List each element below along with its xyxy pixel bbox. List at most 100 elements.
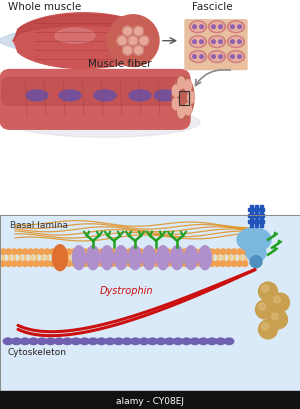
Circle shape bbox=[182, 261, 187, 267]
Circle shape bbox=[165, 249, 171, 255]
Circle shape bbox=[231, 26, 234, 29]
Ellipse shape bbox=[86, 246, 100, 270]
Circle shape bbox=[238, 26, 241, 29]
Ellipse shape bbox=[12, 338, 21, 345]
Circle shape bbox=[154, 249, 160, 255]
Ellipse shape bbox=[97, 338, 106, 345]
Circle shape bbox=[22, 261, 28, 267]
Text: alamy - CY08EJ: alamy - CY08EJ bbox=[116, 396, 184, 405]
Circle shape bbox=[231, 41, 234, 44]
Circle shape bbox=[200, 41, 203, 44]
Circle shape bbox=[110, 249, 116, 255]
Ellipse shape bbox=[184, 246, 197, 270]
Ellipse shape bbox=[224, 338, 234, 345]
Text: Basal lamina: Basal lamina bbox=[10, 220, 68, 229]
Ellipse shape bbox=[184, 104, 191, 116]
Polygon shape bbox=[13, 15, 133, 42]
Circle shape bbox=[117, 36, 127, 47]
Ellipse shape bbox=[26, 91, 48, 102]
Ellipse shape bbox=[94, 91, 116, 102]
Circle shape bbox=[200, 26, 203, 29]
Text: Whole muscle: Whole muscle bbox=[8, 2, 81, 12]
Ellipse shape bbox=[172, 76, 194, 120]
Bar bbox=[248, 215, 264, 217]
Circle shape bbox=[262, 285, 268, 292]
Circle shape bbox=[226, 249, 231, 255]
Circle shape bbox=[143, 249, 149, 255]
Circle shape bbox=[17, 261, 22, 267]
Ellipse shape bbox=[105, 338, 115, 345]
Circle shape bbox=[0, 249, 6, 255]
Ellipse shape bbox=[190, 52, 206, 63]
Ellipse shape bbox=[100, 246, 113, 270]
Ellipse shape bbox=[211, 38, 224, 47]
Circle shape bbox=[143, 261, 149, 267]
Circle shape bbox=[259, 303, 266, 310]
Circle shape bbox=[11, 249, 17, 255]
Circle shape bbox=[11, 261, 17, 267]
Circle shape bbox=[28, 261, 33, 267]
Ellipse shape bbox=[227, 52, 244, 63]
Circle shape bbox=[200, 56, 203, 59]
Circle shape bbox=[220, 249, 226, 255]
Ellipse shape bbox=[216, 338, 225, 345]
Circle shape bbox=[259, 320, 278, 339]
Circle shape bbox=[94, 261, 99, 267]
Circle shape bbox=[6, 261, 11, 267]
Polygon shape bbox=[13, 14, 133, 70]
Circle shape bbox=[122, 46, 133, 56]
Circle shape bbox=[268, 310, 287, 329]
Circle shape bbox=[212, 26, 215, 29]
Ellipse shape bbox=[54, 338, 64, 345]
Ellipse shape bbox=[156, 338, 166, 345]
Circle shape bbox=[212, 56, 215, 59]
Bar bbox=[248, 221, 264, 223]
Circle shape bbox=[204, 261, 209, 267]
Ellipse shape bbox=[237, 228, 271, 252]
Circle shape bbox=[17, 249, 22, 255]
Circle shape bbox=[149, 249, 154, 255]
Bar bbox=[260, 205, 262, 227]
Circle shape bbox=[121, 249, 127, 255]
Polygon shape bbox=[0, 28, 35, 56]
Circle shape bbox=[138, 261, 143, 267]
Ellipse shape bbox=[190, 36, 206, 49]
Ellipse shape bbox=[20, 338, 30, 345]
Circle shape bbox=[72, 249, 77, 255]
Circle shape bbox=[219, 26, 222, 29]
Circle shape bbox=[272, 313, 278, 320]
Circle shape bbox=[182, 249, 187, 255]
Circle shape bbox=[33, 249, 39, 255]
Circle shape bbox=[262, 323, 268, 330]
Circle shape bbox=[193, 56, 196, 59]
Ellipse shape bbox=[115, 246, 128, 270]
Circle shape bbox=[77, 249, 83, 255]
Circle shape bbox=[176, 261, 182, 267]
Ellipse shape bbox=[227, 36, 244, 49]
Circle shape bbox=[0, 261, 6, 267]
Ellipse shape bbox=[191, 38, 205, 47]
Circle shape bbox=[132, 249, 138, 255]
Bar bbox=[250, 205, 253, 227]
Circle shape bbox=[198, 261, 204, 267]
Circle shape bbox=[187, 249, 193, 255]
Circle shape bbox=[6, 249, 11, 255]
Ellipse shape bbox=[191, 53, 205, 62]
Ellipse shape bbox=[230, 38, 242, 47]
Ellipse shape bbox=[190, 338, 200, 345]
Circle shape bbox=[39, 249, 44, 255]
Circle shape bbox=[271, 293, 290, 312]
Circle shape bbox=[107, 16, 159, 67]
Circle shape bbox=[204, 249, 209, 255]
Circle shape bbox=[61, 249, 66, 255]
Ellipse shape bbox=[211, 23, 224, 32]
Text: Dystrophin: Dystrophin bbox=[100, 285, 154, 295]
Ellipse shape bbox=[230, 53, 242, 62]
Text: Muscle fiber: Muscle fiber bbox=[88, 58, 152, 68]
Bar bbox=[248, 209, 264, 211]
Circle shape bbox=[220, 261, 226, 267]
Circle shape bbox=[238, 41, 241, 44]
Ellipse shape bbox=[230, 23, 242, 32]
Ellipse shape bbox=[208, 36, 226, 49]
Ellipse shape bbox=[148, 338, 157, 345]
